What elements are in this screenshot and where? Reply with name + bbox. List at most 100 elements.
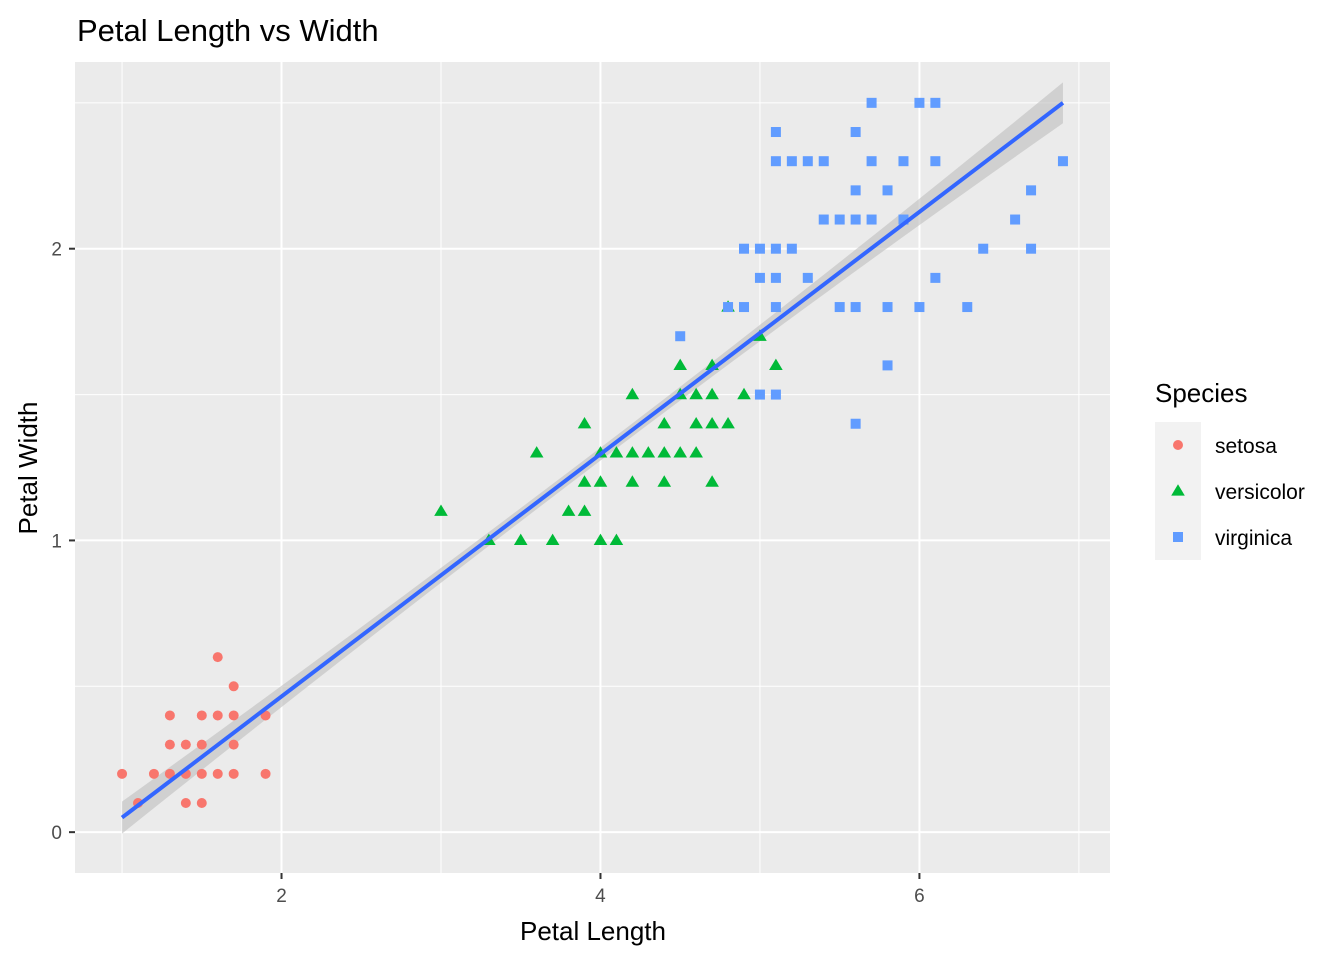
versicolor-point — [577, 504, 592, 516]
virginica-point — [866, 97, 877, 108]
virginica-point — [930, 272, 941, 283]
legend-label-versicolor: versicolor — [1215, 481, 1305, 504]
versicolor-point — [625, 475, 640, 487]
versicolor-point — [705, 416, 719, 429]
versicolor-point — [593, 533, 608, 546]
virginica-point — [866, 214, 877, 225]
y-axis-title: Petal Width — [13, 402, 43, 535]
versicolor-point — [721, 416, 735, 429]
versicolor-point — [673, 358, 688, 371]
setosa-point — [228, 739, 239, 750]
x-tick-label: 6 — [914, 886, 925, 907]
legend-key-versicolor — [1171, 484, 1185, 496]
legend-label-setosa: setosa — [1215, 435, 1277, 458]
setosa-point — [212, 768, 223, 779]
setosa-point — [196, 710, 207, 721]
virginica-point — [882, 302, 893, 313]
virginica-point — [914, 97, 925, 108]
major-gridlines — [75, 62, 1110, 873]
legend-label-virginica: virginica — [1215, 527, 1292, 550]
legend-title: Species — [1155, 378, 1248, 408]
versicolor-point — [689, 446, 703, 458]
virginica-point — [850, 185, 861, 196]
legend-key-virginica — [1173, 532, 1183, 542]
virginica-point — [754, 389, 765, 400]
virginica-point — [770, 156, 781, 167]
chart-title: Petal Length vs Width — [77, 13, 379, 48]
versicolor-point — [577, 416, 592, 429]
y-tick-label: 2 — [51, 240, 62, 261]
virginica-point — [739, 302, 750, 313]
axis-ticks: 2 4 6 0 1 2 — [51, 240, 924, 907]
y-tick-label: 0 — [51, 823, 62, 844]
virginica-point — [770, 127, 781, 138]
versicolor-point — [625, 446, 640, 458]
versicolor-point — [513, 533, 528, 546]
y-tick-label: 1 — [51, 531, 62, 552]
versicolor-point — [561, 504, 576, 516]
setosa-point — [196, 739, 207, 750]
versicolor-point — [657, 416, 672, 429]
virginica-point — [834, 214, 845, 225]
virginica-point — [930, 97, 941, 108]
versicolor-point — [529, 446, 544, 458]
setosa-point — [260, 768, 271, 779]
setosa-point — [228, 768, 239, 779]
virginica-point — [1057, 156, 1068, 167]
virginica-point — [786, 156, 797, 167]
legend: Species setosa versicolor virginica — [1155, 378, 1305, 560]
virginica-point — [770, 389, 781, 400]
virginica-point — [786, 243, 797, 254]
setosa-point — [180, 797, 191, 808]
versicolor-point — [689, 387, 703, 400]
setosa-point — [196, 797, 207, 808]
versicolor-point — [705, 475, 719, 487]
virginica-point — [739, 243, 750, 254]
virginica-point — [850, 302, 861, 313]
setosa-point — [117, 768, 128, 779]
versicolor-point — [625, 387, 640, 400]
virginica-point — [818, 214, 829, 225]
versicolor-point — [657, 475, 672, 487]
virginica-point — [770, 272, 781, 283]
setosa-point — [164, 768, 175, 779]
setosa-point — [228, 710, 239, 721]
setosa-point — [212, 652, 223, 663]
versicolor-point — [434, 504, 448, 516]
versicolor-point — [657, 446, 672, 458]
setosa-point — [164, 710, 175, 721]
virginica-point — [770, 243, 781, 254]
setosa-point — [180, 739, 191, 750]
setosa-point — [196, 768, 207, 779]
virginica-point — [754, 272, 765, 283]
versicolor-point — [609, 533, 624, 546]
virginica-point — [914, 302, 925, 313]
x-axis-title: Petal Length — [520, 916, 666, 946]
trend-line — [120, 101, 1065, 820]
data-points — [117, 97, 1068, 808]
virginica-point — [930, 156, 941, 167]
virginica-point — [850, 214, 861, 225]
virginica-point — [818, 156, 829, 167]
setosa-point — [228, 681, 239, 692]
virginica-point — [802, 156, 813, 167]
setosa-point — [164, 739, 175, 750]
virginica-point — [675, 331, 686, 342]
versicolor-point — [641, 446, 656, 458]
versicolor-point — [673, 446, 688, 458]
virginica-point — [770, 302, 781, 313]
x-tick-label: 4 — [595, 886, 606, 907]
virginica-point — [898, 214, 909, 225]
versicolor-point — [769, 358, 783, 371]
versicolor-point — [593, 475, 608, 487]
versicolor-point — [545, 533, 560, 546]
virginica-point — [1026, 185, 1037, 196]
virginica-point — [850, 127, 861, 138]
virginica-point — [898, 156, 909, 167]
virginica-point — [1010, 214, 1021, 225]
x-tick-label: 2 — [276, 886, 287, 907]
virginica-point — [978, 243, 989, 254]
virginica-point — [882, 360, 893, 371]
virginica-point — [754, 243, 765, 254]
